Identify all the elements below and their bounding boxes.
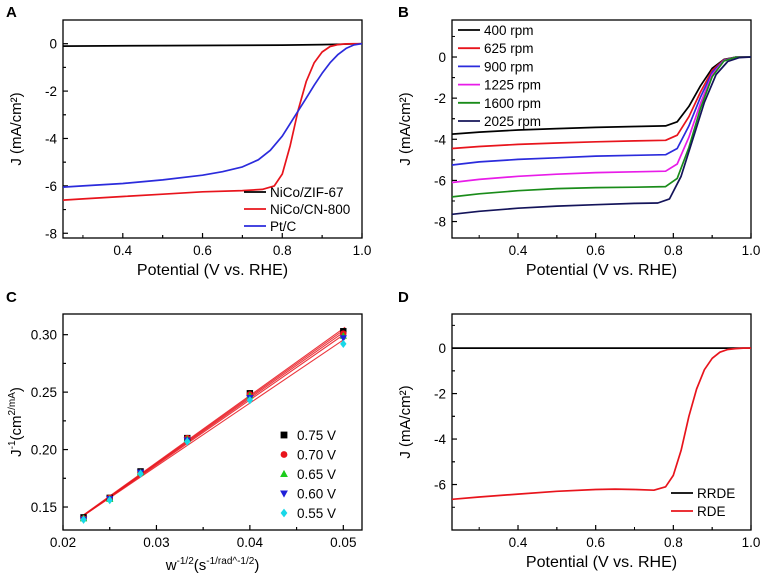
legend-marker xyxy=(280,508,288,518)
panel-b-label: B xyxy=(398,4,409,21)
panel-a-y-tick-label: -8 xyxy=(45,226,57,241)
legend-entry: 1600 rpm xyxy=(484,96,541,111)
panel-b-y-axis-label: J (mA/cm²) xyxy=(397,92,414,165)
legend-entry: RRDE xyxy=(697,486,735,501)
panel-b-y-tick-label: -8 xyxy=(434,215,446,230)
panel-d-frame xyxy=(451,313,752,531)
fit-line-055 xyxy=(83,338,346,517)
panel-d-x-tick-label: 0.4 xyxy=(509,535,528,550)
panel-c-y-tick-label: 0.30 xyxy=(31,328,57,343)
panel-c-chart: 0.02 0.03 0.04 0.05 0.15 0.20 0.25 0.30 w-1/2(s-… xyxy=(7,313,363,574)
legend-entry: 0.70 V xyxy=(297,448,336,463)
panel-a-x-tick-label: 1.0 xyxy=(353,243,372,258)
panel-d-y-tick-label: 0 xyxy=(438,341,446,356)
panel-a-y-tick-label: -2 xyxy=(45,84,57,99)
legend-entry: 400 rpm xyxy=(484,23,534,38)
panel-d-x-tick-label: 0.8 xyxy=(664,535,683,550)
panel-b-x-tick-label: 0.6 xyxy=(586,243,605,258)
legend-entry: NiCo/ZIF-67 xyxy=(270,185,344,200)
legend-marker xyxy=(280,490,288,498)
data-point-055 xyxy=(106,495,113,505)
panel-b-chart: 0.4 0.6 0.8 1.0 0 -2 -4 -6 -8 Potential (V vs. RH… xyxy=(397,19,761,279)
legend-entry: Pt/C xyxy=(270,219,297,234)
series-line-nico-zif-67 xyxy=(63,42,362,47)
panel-c-x-tick-label: 0.05 xyxy=(330,535,356,550)
panel-d-y-tick-label: -6 xyxy=(434,478,446,493)
panel-a-y-tick-label: -6 xyxy=(45,179,57,194)
panel-d-chart: 0.4 0.6 0.8 1.0 0 -2 -4 -6 Potential (V vs. RHE)… xyxy=(397,313,761,571)
legend-entry: 0.75 V xyxy=(297,428,336,443)
panel-b-x-axis-label: Potential (V vs. RHE) xyxy=(526,262,677,279)
legend-marker xyxy=(280,451,288,458)
panel-b-x-tick-label: 0.8 xyxy=(664,243,683,258)
fit-line-060 xyxy=(83,333,346,517)
data-point-055 xyxy=(340,339,347,349)
series-line-2025-rpm xyxy=(452,56,751,216)
legend-entry: 625 rpm xyxy=(484,41,534,56)
panel-a-y-tick-label: 0 xyxy=(49,37,57,52)
legend-entry: NiCo/CN-800 xyxy=(270,202,350,217)
panel-d-y-tick-label: -2 xyxy=(434,387,446,402)
panel-b-y-tick-label: -2 xyxy=(434,91,446,106)
legend-marker xyxy=(280,431,288,439)
legend-entry: 2025 rpm xyxy=(484,114,541,129)
data-point-055 xyxy=(80,515,87,524)
panel-a-x-tick-label: 0.8 xyxy=(273,243,292,258)
panel-a-frame xyxy=(62,19,363,239)
panel-c-x-tick-label: 0.04 xyxy=(237,535,264,550)
legend-entry: RDE xyxy=(697,504,726,519)
data-point-055 xyxy=(137,469,144,478)
legend-marker xyxy=(280,469,288,478)
panel-d-x-tick-label: 1.0 xyxy=(742,535,761,550)
panel-c-x-tick-label: 0.03 xyxy=(143,535,169,550)
panel-d-label: D xyxy=(398,289,409,306)
panel-d-x-axis-label: Potential (V vs. RHE) xyxy=(526,554,677,571)
panel-a-x-tick-label: 0.4 xyxy=(113,243,132,258)
series-line-nico-cn-800 xyxy=(63,42,362,201)
panel-a-chart: 0.4 0.6 0.8 1.0 0 -2 -4 -6 -8 Potential (V vs. RH… xyxy=(8,19,372,279)
series-line-1600-rpm xyxy=(452,56,751,198)
legend-entry: 0.60 V xyxy=(297,487,336,502)
panel-a-x-tick-label: 0.6 xyxy=(193,243,212,258)
panel-c-y-tick-label: 0.15 xyxy=(31,500,57,515)
panel-b-frame xyxy=(451,19,752,239)
legend-entry: 1225 rpm xyxy=(484,78,541,93)
legend-entry: 0.65 V xyxy=(297,467,336,482)
panel-c-y-tick-label: 0.25 xyxy=(31,385,57,400)
panel-b-y-tick-label: -4 xyxy=(434,132,446,147)
legend-entry: 0.55 V xyxy=(297,506,336,521)
data-point-055 xyxy=(246,396,254,405)
data-point-055 xyxy=(184,437,191,446)
panel-c-x-axis-label: w-1/2(s-1/rad^-1/2) xyxy=(165,556,260,574)
panel-d-x-tick-label: 0.6 xyxy=(586,535,605,550)
legend-entry: 900 rpm xyxy=(484,59,534,74)
panel-a-label: A xyxy=(6,4,17,21)
panel-b-y-tick-label: -6 xyxy=(434,173,446,188)
panel-b-x-tick-label: 1.0 xyxy=(742,243,761,258)
panel-a-y-tick-label: -4 xyxy=(45,131,57,146)
panel-d-y-tick-label: -4 xyxy=(434,432,446,447)
panel-d-y-axis-label: J (mA/cm²) xyxy=(397,385,414,458)
panel-a-y-axis-label: J (mA/cm²) xyxy=(8,92,25,165)
panel-c-y-axis-label: J-1(cm2/mA) xyxy=(7,387,25,457)
panel-c-y-tick-label: 0.20 xyxy=(31,443,57,458)
panel-c-label: C xyxy=(6,289,17,306)
data-point-060 xyxy=(339,335,347,342)
panel-b-x-tick-label: 0.4 xyxy=(509,243,528,258)
panel-b-y-tick-label: 0 xyxy=(438,50,446,65)
panel-a-x-axis-label: Potential (V vs. RHE) xyxy=(137,262,288,279)
series-line-pt-c xyxy=(63,42,362,188)
panel-c-frame xyxy=(62,313,363,531)
panel-c-x-tick-label: 0.02 xyxy=(50,535,76,550)
series-line-rde xyxy=(452,347,751,501)
